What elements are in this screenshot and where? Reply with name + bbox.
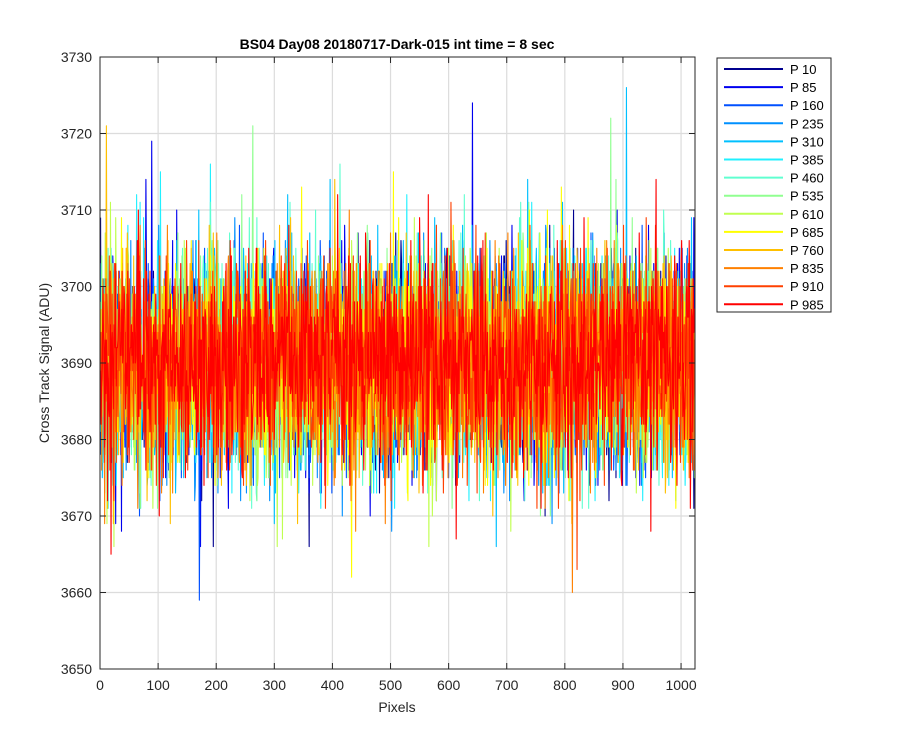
x-tick-label: 500 [379,677,403,693]
series-line [100,178,695,555]
x-tick-label: 600 [437,677,461,693]
x-tick-label: 200 [205,677,229,693]
y-tick-label: 3690 [61,355,92,371]
chart-title: BS04 Day08 20180717-Dark-015 int time = … [240,36,555,52]
y-tick-label: 3710 [61,202,92,218]
y-axis-title: Cross Track Signal (ADU) [36,283,52,443]
legend-box [716,57,832,313]
x-tick-label: 100 [146,677,170,693]
legend-label: P 160 [790,98,824,113]
legend: P 10 P 85 P 160 P 235 P 310 P 385 P 460 P 535 P … [716,57,832,313]
y-tick-label: 3670 [61,508,92,524]
legend-label: P 235 [790,116,824,131]
x-tick-label: 900 [611,677,635,693]
legend-label: P 835 [790,261,824,276]
legend-label: P 610 [790,207,824,222]
legend-label: P 685 [790,225,824,240]
y-tick-label: 3720 [61,126,92,142]
y-tick-label: 3650 [61,661,92,677]
legend-label: P 535 [790,189,824,204]
x-tick-label: 700 [495,677,519,693]
x-tick-label: 400 [321,677,345,693]
legend-label: P 760 [790,243,824,258]
y-tick-label: 3680 [61,432,92,448]
y-tick-label: 3660 [61,585,92,601]
legend-label: P 985 [790,297,824,312]
legend-label: P 460 [790,171,824,186]
x-axis-title: Pixels [378,699,415,715]
y-tick-label: 3730 [61,49,92,65]
legend-label: P 910 [790,279,824,294]
series-layer [100,87,695,601]
x-tick-label: 1000 [665,677,696,693]
legend-label: P 10 [790,62,817,77]
x-tick-label: 0 [96,677,104,693]
legend-label: P 85 [790,80,817,95]
x-tick-label: 800 [553,677,577,693]
x-tick-label: 300 [263,677,287,693]
y-tick-label: 3700 [61,279,92,295]
legend-label: P 385 [790,153,824,168]
legend-label: P 310 [790,134,824,149]
tick-layer: 0 100 200 300 400 500 600 700 800 900 1000 3650 3660… [61,49,697,693]
